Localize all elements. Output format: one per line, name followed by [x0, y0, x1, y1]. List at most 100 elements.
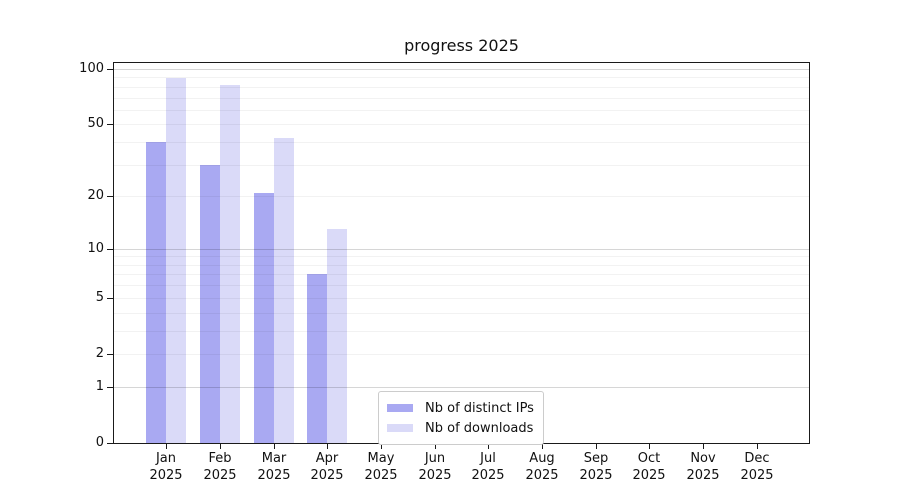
y-tick-label-20: 20 — [87, 188, 104, 203]
month-label: Dec — [744, 451, 770, 466]
x-tick-jun — [435, 444, 436, 449]
year-label: 2025 — [632, 468, 666, 483]
x-tick-mar — [274, 444, 275, 449]
month-label: Nov — [690, 451, 716, 466]
gridline-major-10 — [114, 249, 809, 250]
y-tick-label-5: 5 — [95, 290, 104, 305]
x-tick-label-oct: Oct 2025 — [619, 450, 679, 484]
year-label: 2025 — [525, 468, 559, 483]
gridline-minor-50 — [114, 124, 809, 125]
x-tick-label-apr: Apr 2025 — [297, 450, 357, 484]
gridline-minor-7 — [114, 274, 809, 275]
x-tick-label-dec: Dec 2025 — [727, 450, 787, 484]
x-tick-may — [381, 444, 382, 449]
gridline-minor-4 — [114, 313, 809, 314]
x-tick-label-mar: Mar 2025 — [244, 450, 304, 484]
chart-title: progress 2025 — [404, 36, 519, 55]
month-label: Mar — [261, 451, 287, 466]
x-tick-dec — [757, 444, 758, 449]
x-tick-label-aug: Aug 2025 — [512, 450, 572, 484]
x-tick-label-jul: Jul 2025 — [458, 450, 518, 484]
gridline-minor-9 — [114, 256, 809, 257]
legend: Nb of distinct IPs Nb of downloads — [378, 391, 544, 445]
year-label: 2025 — [740, 468, 774, 483]
bar-nb-of-downloads-apr — [327, 229, 347, 443]
bar-nb-of-distinct-ips-jan — [146, 142, 166, 443]
legend-item: Nb of downloads — [387, 418, 534, 438]
legend-item: Nb of distinct IPs — [387, 398, 534, 418]
gridline-minor-70 — [114, 98, 809, 99]
month-label: Sep — [583, 451, 609, 466]
gridline-minor-5 — [114, 298, 809, 299]
y-tick-label-1: 1 — [95, 379, 104, 394]
x-tick-label-nov: Nov 2025 — [673, 450, 733, 484]
y-tick-20 — [107, 196, 113, 197]
y-tick-label-50: 50 — [87, 116, 104, 131]
legend-label: Nb of downloads — [425, 420, 534, 436]
gridline-minor-8 — [114, 265, 809, 266]
x-tick-oct — [649, 444, 650, 449]
y-tick-label-2: 2 — [95, 346, 104, 361]
x-tick-label-may: May 2025 — [351, 450, 411, 484]
bar-nb-of-downloads-jan — [166, 78, 186, 443]
x-tick-jan — [166, 444, 167, 449]
gridline-major-100 — [114, 69, 809, 70]
y-tick-2 — [107, 354, 113, 355]
gridline-minor-60 — [114, 110, 809, 111]
x-tick-nov — [703, 444, 704, 449]
x-tick-label-feb: Feb 2025 — [190, 450, 250, 484]
y-tick-label-10: 10 — [87, 241, 104, 256]
gridline-minor-6 — [114, 285, 809, 286]
y-tick-10 — [107, 249, 113, 250]
legend-swatch-icon — [387, 404, 413, 412]
month-label: Feb — [208, 451, 232, 466]
x-tick-feb — [220, 444, 221, 449]
y-tick-100 — [107, 69, 113, 70]
y-tick-label-0: 0 — [95, 435, 104, 450]
month-label: Aug — [529, 451, 555, 466]
bar-nb-of-distinct-ips-apr — [307, 274, 327, 443]
month-label: May — [367, 451, 395, 466]
x-tick-sep — [596, 444, 597, 449]
bar-nb-of-downloads-mar — [274, 138, 294, 443]
year-label: 2025 — [310, 468, 344, 483]
month-label: Oct — [637, 451, 661, 466]
year-label: 2025 — [686, 468, 720, 483]
year-label: 2025 — [364, 468, 398, 483]
year-label: 2025 — [203, 468, 237, 483]
x-tick-label-sep: Sep 2025 — [566, 450, 626, 484]
y-tick-5 — [107, 298, 113, 299]
gridline-minor-3 — [114, 331, 809, 332]
month-label: Jan — [155, 451, 177, 466]
x-tick-apr — [327, 444, 328, 449]
x-tick-label-jun: Jun 2025 — [405, 450, 465, 484]
gridline-minor-90 — [114, 77, 809, 78]
gridline-minor-80 — [114, 87, 809, 88]
legend-label: Nb of distinct IPs — [425, 400, 534, 416]
gridline-major-1 — [114, 387, 809, 388]
year-label: 2025 — [257, 468, 291, 483]
month-label: Apr — [315, 451, 339, 466]
y-tick-0 — [107, 443, 113, 444]
gridline-minor-40 — [114, 142, 809, 143]
y-tick-1 — [107, 387, 113, 388]
x-tick-jul — [488, 444, 489, 449]
bar-nb-of-distinct-ips-feb — [200, 165, 220, 443]
year-label: 2025 — [418, 468, 452, 483]
x-tick-label-jan: Jan 2025 — [136, 450, 196, 484]
gridline-minor-2 — [114, 354, 809, 355]
x-tick-aug — [542, 444, 543, 449]
y-tick-50 — [107, 124, 113, 125]
month-label: Jun — [424, 451, 446, 466]
bar-nb-of-downloads-feb — [220, 85, 240, 443]
bar-nb-of-distinct-ips-mar — [254, 193, 274, 443]
year-label: 2025 — [149, 468, 183, 483]
year-label: 2025 — [579, 468, 613, 483]
gridline-minor-20 — [114, 196, 809, 197]
y-tick-label-100: 100 — [79, 61, 104, 76]
year-label: 2025 — [471, 468, 505, 483]
gridline-minor-30 — [114, 165, 809, 166]
legend-swatch-icon — [387, 424, 413, 432]
month-label: Jul — [480, 451, 496, 466]
